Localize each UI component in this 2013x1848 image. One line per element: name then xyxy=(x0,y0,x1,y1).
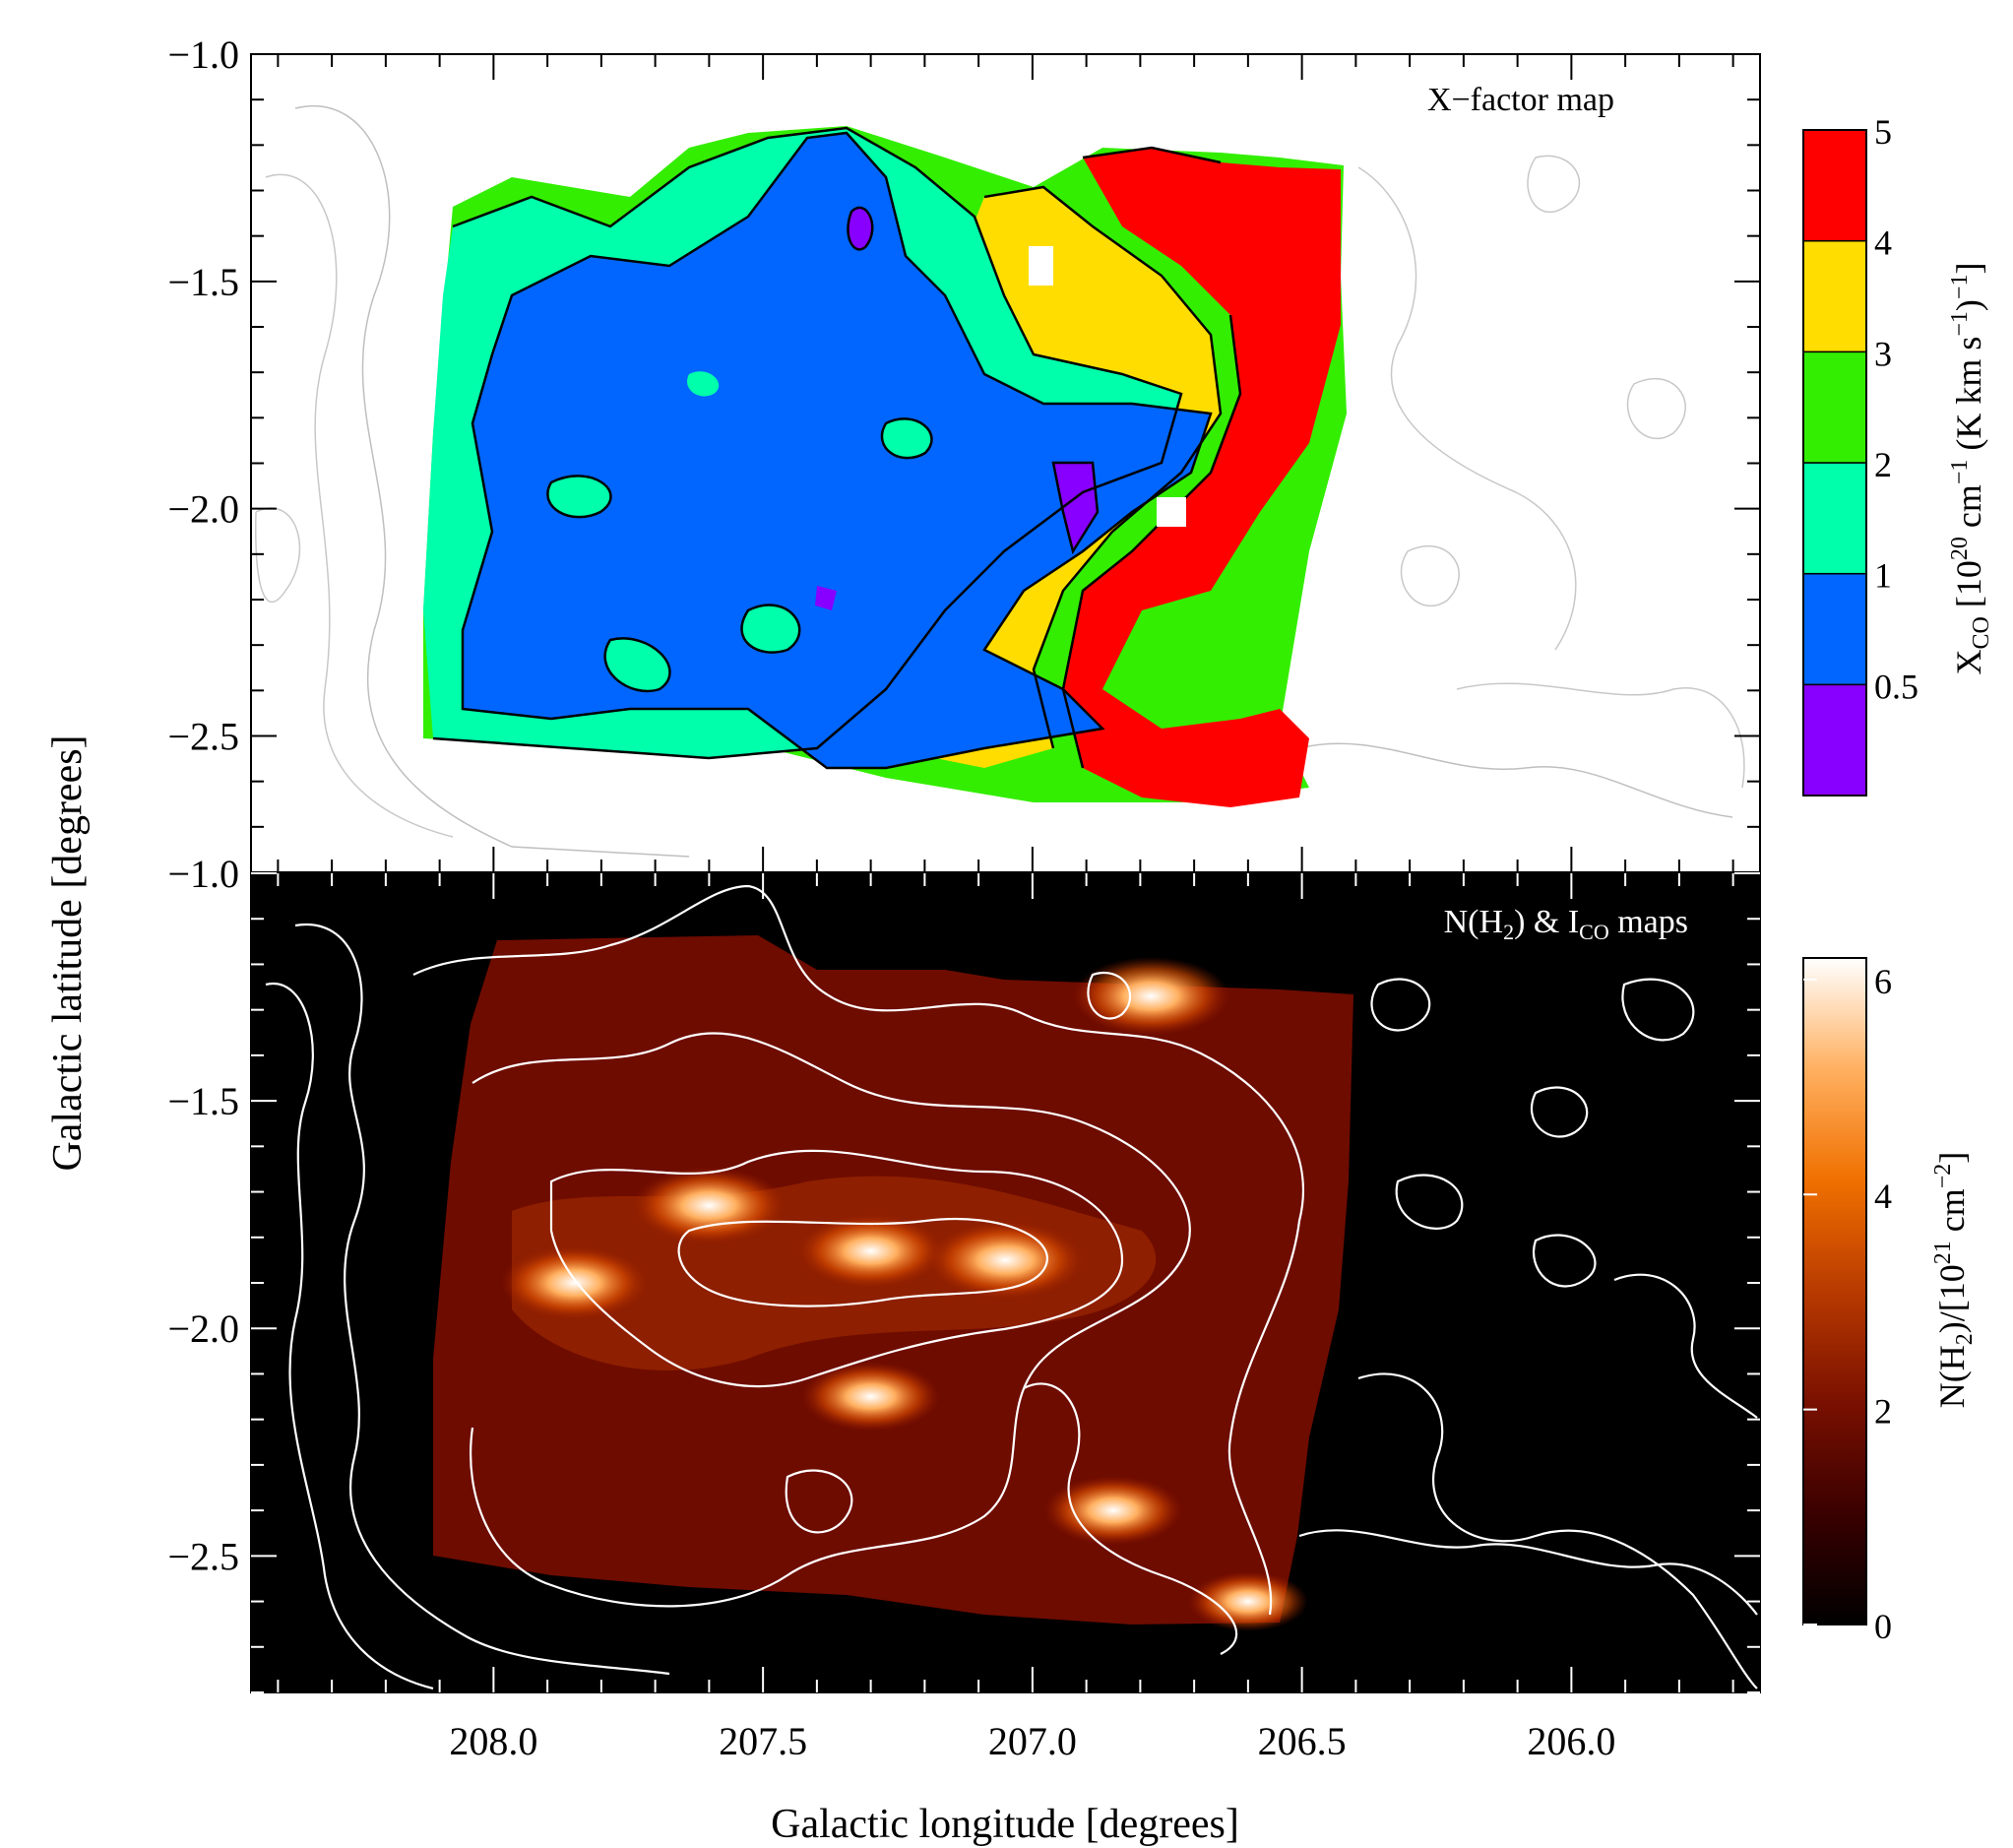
nh2-peak xyxy=(796,1214,945,1289)
nh2-peaks xyxy=(500,956,1308,1631)
colorbar-gradient-bar xyxy=(1802,957,1867,1625)
nh2-peak xyxy=(1072,956,1230,1036)
colorbar-band xyxy=(1802,350,1867,464)
xfactor-colorbar: 0.5 1 2 3 4 5 xyxy=(1802,112,1919,797)
xfactor-background-contours xyxy=(255,105,1745,858)
colorbar-tick-label: 3 xyxy=(1874,334,1892,373)
colorbar-band xyxy=(1802,239,1867,353)
colorbar-tick-label: 2 xyxy=(1874,445,1892,484)
xfactor-panel-title: X−factor map xyxy=(1427,82,1614,118)
y-tick-label: −1.0 xyxy=(167,852,239,896)
colorbar-tick-label: 5 xyxy=(1874,112,1892,152)
colorbar-tick-label: 2 xyxy=(1874,1392,1892,1432)
nh2-ico-contours xyxy=(265,884,1758,1690)
nh2-peak xyxy=(632,1167,786,1244)
xfactor-ytick-labels: −1.0 −1.5 −2.0 −2.5 xyxy=(167,32,239,759)
colorbar-tick-label: 1 xyxy=(1874,556,1892,596)
xfactor-band-0.5-1 xyxy=(463,133,1211,768)
xfactor-colorbar-label: XCO [1020 cm−1 (K km s−1)−1] xyxy=(1947,263,1994,675)
colorbar-tick-label: 4 xyxy=(1874,223,1892,263)
y-tick-label: −1.0 xyxy=(167,32,239,77)
y-tick-label: −2.0 xyxy=(167,487,239,532)
xfactor-band-4-5 xyxy=(1063,148,1341,807)
y-tick-label: −2.5 xyxy=(167,1534,239,1578)
colorbar-band xyxy=(1802,683,1867,797)
x-axis-label: Galactic longitude [degrees] xyxy=(771,1802,1239,1847)
x-tick-label: 207.0 xyxy=(988,1719,1077,1763)
nh2-peak xyxy=(1043,1475,1183,1546)
xfactor-map xyxy=(423,126,1347,807)
xfactor-contour-lines xyxy=(432,126,1242,770)
colorbar-tick-label: 6 xyxy=(1874,962,1892,1001)
y-tick-label: −2.0 xyxy=(167,1306,239,1351)
x-tick-label: 206.5 xyxy=(1258,1719,1347,1763)
y-tick-label: −1.5 xyxy=(167,260,239,304)
nh2-map xyxy=(265,884,1758,1690)
x-tick-label: 207.5 xyxy=(719,1719,807,1763)
y-tick-label: −2.5 xyxy=(167,715,239,759)
colorbar-band xyxy=(1802,462,1867,575)
colorbar-band xyxy=(1802,572,1867,686)
nh2-peak xyxy=(801,1362,941,1432)
colorbar-tick-label: 4 xyxy=(1874,1177,1892,1216)
nh2-peak xyxy=(500,1245,649,1320)
colorbar-band xyxy=(1802,129,1867,242)
xfactor-map-gap xyxy=(1029,246,1053,286)
y-tick-label: −1.5 xyxy=(167,1079,239,1123)
colorbar-tick-label: 0 xyxy=(1874,1607,1892,1646)
x-tick-label: 206.0 xyxy=(1527,1719,1615,1763)
nh2-colorbar: 0 2 4 6 xyxy=(1802,957,1892,1646)
colorbar-tick-label: 0.5 xyxy=(1874,667,1919,706)
nh2-peak xyxy=(926,1220,1085,1300)
y-axis-label: Galactic latitude [degrees] xyxy=(45,734,91,1171)
nh2-xtick-labels: 208.0 207.5 207.0 206.5 206.0 xyxy=(449,1719,1615,1763)
x-tick-label: 208.0 xyxy=(449,1719,537,1763)
nh2-panel: −1.0−1.5−2.0−2.5 208.0 207.5 207.0 206.5 206… xyxy=(167,852,1978,1763)
xfactor-map-gap xyxy=(1157,497,1186,527)
nh2-ticks xyxy=(251,872,1760,1693)
nh2-peak xyxy=(1188,1571,1308,1631)
colorbar-frame xyxy=(1802,129,1867,797)
nh2-panel-title: N(H2) & ICO maps xyxy=(1444,904,1688,944)
xfactor-panel: −1.0 −1.5 −2.0 −2.5 X−factor map 0.5 1 2 3 4 5 X… xyxy=(167,32,1994,873)
nh2-colorbar-label: N(H2)/[1021 cm−2] xyxy=(1930,1152,1978,1409)
nh2-ytick-labels: −1.0 −1.5 −2.0 −2.5 xyxy=(167,852,239,1578)
